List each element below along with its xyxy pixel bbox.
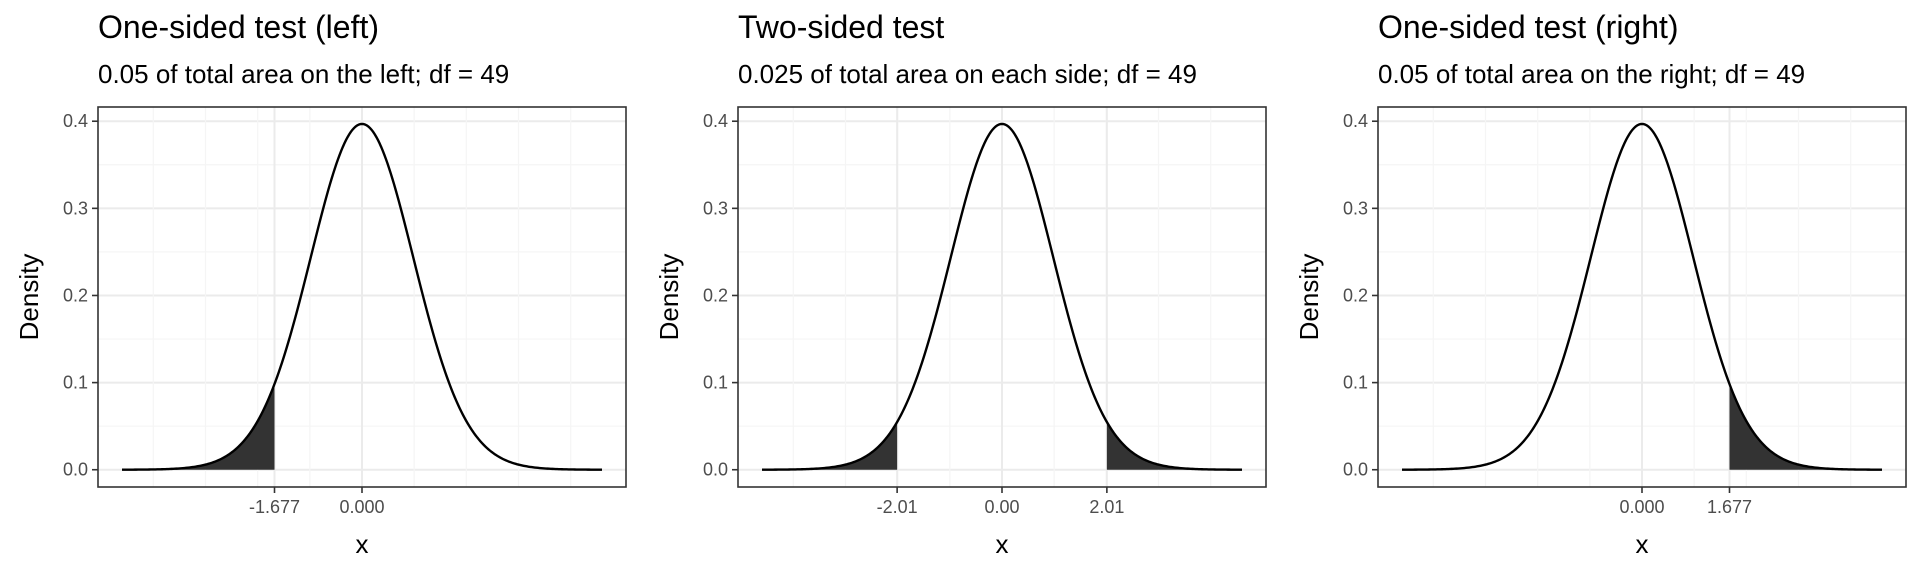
y-tick-label: 0.0 [1343,460,1368,480]
y-axis-title: Density [654,254,684,341]
y-tick-label: 0.0 [63,460,88,480]
y-tick-label: 0.3 [63,198,88,218]
chart-panel-3: One-sided test (right) 0.05 of total area… [1294,9,1907,559]
panel-title: One-sided test (left) [98,9,379,45]
y-tick-label: 0.4 [703,111,728,131]
panel-subtitle: 0.025 of total area on each side; df = 4… [738,59,1197,89]
y-tick-label: 0.2 [703,285,728,305]
y-tick-label: 0.4 [1343,111,1368,131]
density-curve [122,122,602,471]
y-tick-label: 0.2 [1343,285,1368,305]
x-tick-label: 2.01 [1089,497,1124,517]
y-tick-label: 0.1 [1343,373,1368,393]
x-tick-label: 1.677 [1707,497,1752,517]
chart-panel-1: One-sided test (left) 0.05 of total area … [14,9,627,559]
y-tick-label: 0.3 [703,198,728,218]
panel-subtitle: 0.05 of total area on the left; df = 49 [98,59,509,89]
x-tick-label: 0.000 [339,497,384,517]
y-tick-label: 0.4 [63,111,88,131]
y-tick-label: 0.3 [1343,198,1368,218]
y-axis-title: Density [1294,254,1324,341]
x-tick-label: -1.677 [249,497,300,517]
panel-title: One-sided test (right) [1378,9,1679,45]
x-axis-title: x [356,529,369,559]
panel-title: Two-sided test [738,9,944,45]
y-tick-label: 0.1 [703,373,728,393]
x-tick-label: 0.000 [1619,497,1664,517]
y-tick-label: 0.2 [63,285,88,305]
y-tick-label: 0.1 [63,373,88,393]
panel-subtitle: 0.05 of total area on the right; df = 49 [1378,59,1805,89]
x-axis-title: x [996,529,1009,559]
y-tick-label: 0.0 [703,460,728,480]
x-axis-title: x [1636,529,1649,559]
shaded-tail-area-1 [122,384,275,470]
y-axis-title: Density [14,254,44,341]
shaded-tail-area-1 [1729,384,1882,470]
chart-panel-2: Two-sided test 0.025 of total area on eac… [654,9,1267,559]
density-curve [762,122,1242,471]
density-curve [1402,122,1882,471]
x-tick-label: -2.01 [877,497,918,517]
x-tick-label: 0.00 [984,497,1019,517]
